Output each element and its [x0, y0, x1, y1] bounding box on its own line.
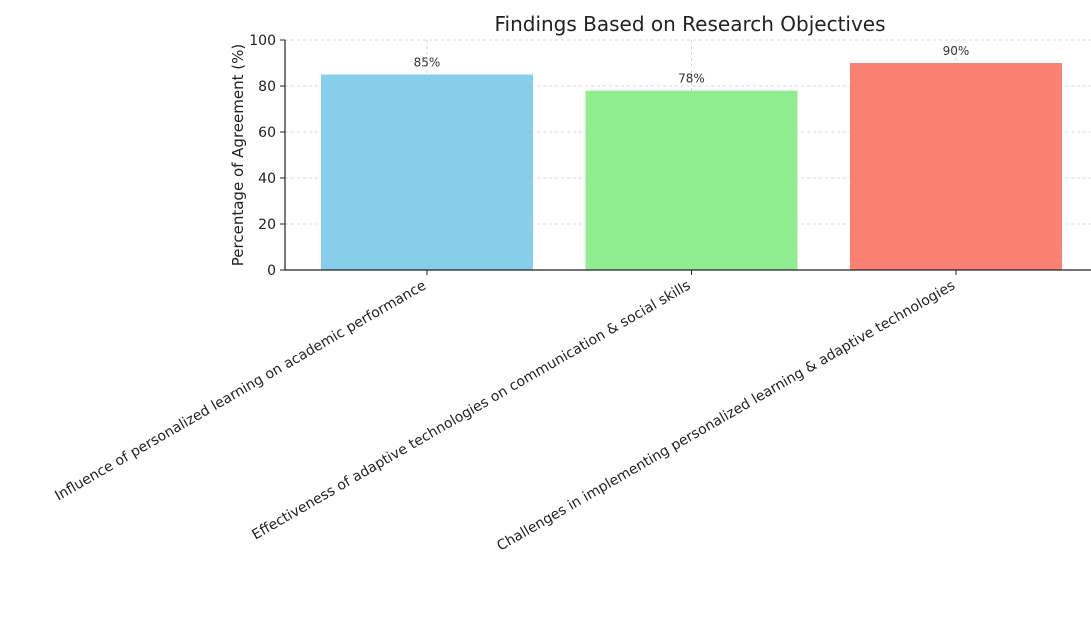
y-axis-label: Percentage of Agreement (%)	[229, 44, 247, 266]
x-category-label-3: Challenges in implementing personalized …	[494, 278, 958, 555]
bar-1	[321, 74, 533, 270]
bar-value-label-3: 90%	[943, 44, 970, 58]
chart-title: Findings Based on Research Objectives	[494, 12, 885, 36]
y-tick-label-0: 0	[267, 263, 276, 279]
bars: 85% 78% 90%	[321, 44, 1062, 270]
y-tick-label-100: 100	[249, 33, 276, 49]
x-category-label-2: Effectiveness of adaptive technologies o…	[249, 278, 693, 544]
bar-value-label-1: 85%	[414, 56, 441, 70]
bar-value-label-2: 78%	[678, 72, 705, 86]
y-tick-label-40: 40	[258, 171, 276, 187]
bar-2	[585, 90, 798, 270]
y-tick-label-80: 80	[258, 79, 276, 95]
y-tick-label-60: 60	[258, 125, 276, 141]
bar-3	[850, 63, 1062, 270]
y-tick-label-20: 20	[258, 217, 276, 233]
